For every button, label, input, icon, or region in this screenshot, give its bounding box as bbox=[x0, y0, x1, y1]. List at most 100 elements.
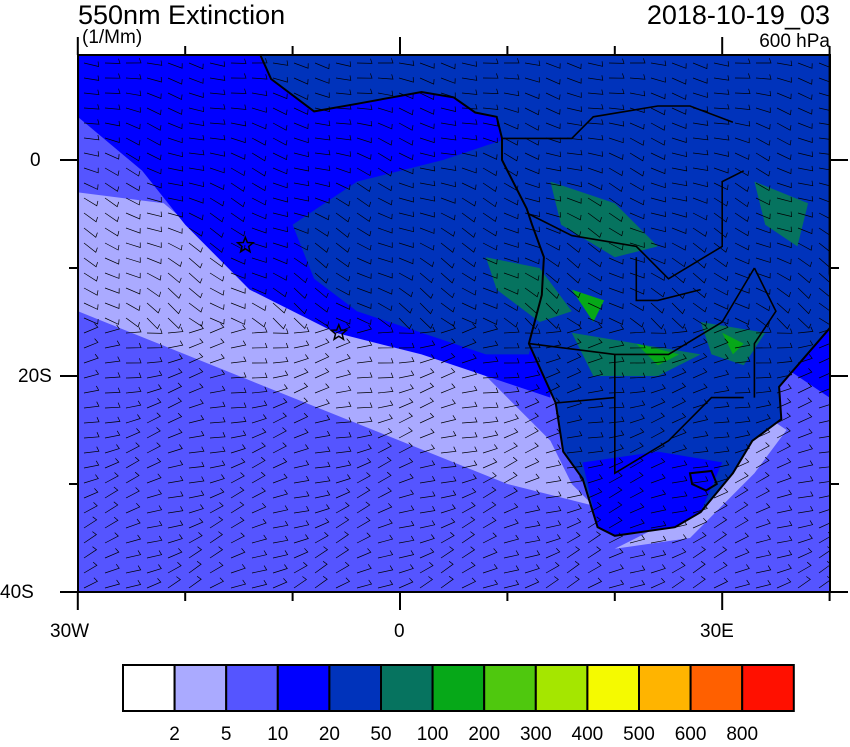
wind-barb bbox=[272, 427, 287, 439]
wind-barb bbox=[797, 151, 813, 157]
wind-barb bbox=[587, 354, 603, 364]
wind-barb bbox=[755, 565, 772, 574]
wind-barb bbox=[209, 561, 224, 574]
wind-barb bbox=[692, 383, 708, 394]
wind-barb bbox=[797, 212, 813, 218]
wind-barb bbox=[188, 197, 204, 204]
wind-barb bbox=[650, 196, 666, 203]
wind-barb bbox=[566, 561, 580, 574]
wind-barb bbox=[419, 368, 435, 379]
wind-barb bbox=[356, 88, 373, 94]
wind-barb bbox=[167, 180, 184, 187]
wind-barb bbox=[608, 444, 624, 454]
wind-barb bbox=[83, 257, 98, 268]
wind-barb bbox=[167, 302, 182, 315]
wind-barb bbox=[566, 106, 582, 112]
wind-barb bbox=[398, 578, 414, 589]
wind-barb bbox=[776, 398, 792, 409]
wind-barb bbox=[440, 242, 455, 253]
wind-barb bbox=[587, 151, 603, 157]
wind-barb bbox=[251, 272, 267, 279]
wind-barb bbox=[230, 486, 245, 499]
wind-barb bbox=[671, 460, 688, 469]
wind-barb bbox=[755, 487, 770, 499]
wind-barb bbox=[608, 242, 624, 251]
wind-barb bbox=[419, 122, 435, 130]
wind-barb bbox=[104, 212, 120, 223]
wind-barb bbox=[167, 491, 184, 499]
wind-barb bbox=[356, 516, 371, 529]
wind-barb bbox=[104, 120, 121, 127]
wind-barb bbox=[650, 356, 667, 364]
wind-barb bbox=[671, 382, 687, 394]
wind-barb bbox=[545, 354, 561, 364]
wind-barb bbox=[629, 212, 645, 220]
wind-barb bbox=[209, 474, 225, 484]
wind-barb bbox=[671, 326, 688, 334]
wind-barb bbox=[650, 122, 666, 131]
wind-barb bbox=[482, 356, 499, 364]
wind-barb bbox=[167, 77, 183, 85]
wind-barb bbox=[272, 384, 288, 394]
wind-barb bbox=[398, 242, 414, 248]
wind-barb bbox=[251, 227, 267, 234]
wind-barb bbox=[272, 196, 288, 203]
wind-barb bbox=[713, 167, 729, 174]
wind-barb bbox=[503, 90, 520, 97]
wind-barb bbox=[398, 167, 414, 175]
wind-barb bbox=[545, 460, 562, 469]
wind-barb bbox=[734, 457, 750, 469]
wind-barb bbox=[167, 548, 183, 559]
wind-barb bbox=[503, 580, 520, 589]
wind-barb bbox=[251, 317, 266, 328]
wind-barb bbox=[335, 516, 350, 529]
wind-barb bbox=[83, 61, 99, 67]
wind-barb bbox=[188, 227, 204, 237]
wind-barb bbox=[776, 550, 793, 559]
wind-barb bbox=[692, 504, 708, 514]
wind-barb bbox=[629, 242, 645, 248]
wind-barb bbox=[335, 385, 352, 394]
wind-barb bbox=[125, 257, 141, 263]
wind-barb bbox=[818, 435, 830, 439]
wind-barb bbox=[314, 257, 329, 269]
lon-label-30w: 30W bbox=[50, 621, 90, 642]
wind-barb bbox=[167, 326, 184, 334]
wind-barb bbox=[419, 354, 435, 364]
wind-barb bbox=[566, 92, 582, 98]
wind-barb bbox=[524, 427, 539, 439]
lesotho-border bbox=[688, 469, 719, 492]
wind-barb bbox=[482, 272, 498, 279]
wind-barb bbox=[419, 562, 434, 574]
wind-barb bbox=[818, 338, 830, 349]
wind-barb bbox=[797, 368, 813, 379]
wind-barb bbox=[104, 372, 121, 379]
wind-barb bbox=[629, 137, 645, 146]
wind-barb bbox=[734, 430, 751, 439]
wind-barb bbox=[713, 317, 729, 325]
wind-barb bbox=[419, 397, 434, 409]
wind-barb bbox=[671, 520, 688, 529]
wind-barb bbox=[713, 119, 730, 125]
wind-barb bbox=[167, 576, 182, 589]
wind-barb bbox=[125, 167, 141, 177]
wind-barb bbox=[776, 520, 793, 529]
wind-barb bbox=[608, 58, 625, 64]
wind-barb bbox=[230, 516, 245, 529]
wind-barb bbox=[419, 548, 435, 559]
wind-barb bbox=[272, 226, 288, 233]
wind-barb bbox=[818, 495, 830, 499]
wind-barb bbox=[524, 77, 540, 83]
wind-barb bbox=[692, 106, 708, 112]
wind-barb bbox=[671, 257, 687, 268]
wind-barb bbox=[608, 227, 624, 237]
wind-barb bbox=[671, 506, 688, 514]
wind-barb bbox=[713, 385, 730, 394]
wind-barb bbox=[356, 317, 372, 325]
wind-barb bbox=[293, 122, 309, 130]
wind-barb bbox=[83, 287, 99, 296]
wind-barb bbox=[146, 427, 161, 439]
wind-barb bbox=[755, 503, 771, 514]
wind-barb bbox=[188, 352, 204, 364]
